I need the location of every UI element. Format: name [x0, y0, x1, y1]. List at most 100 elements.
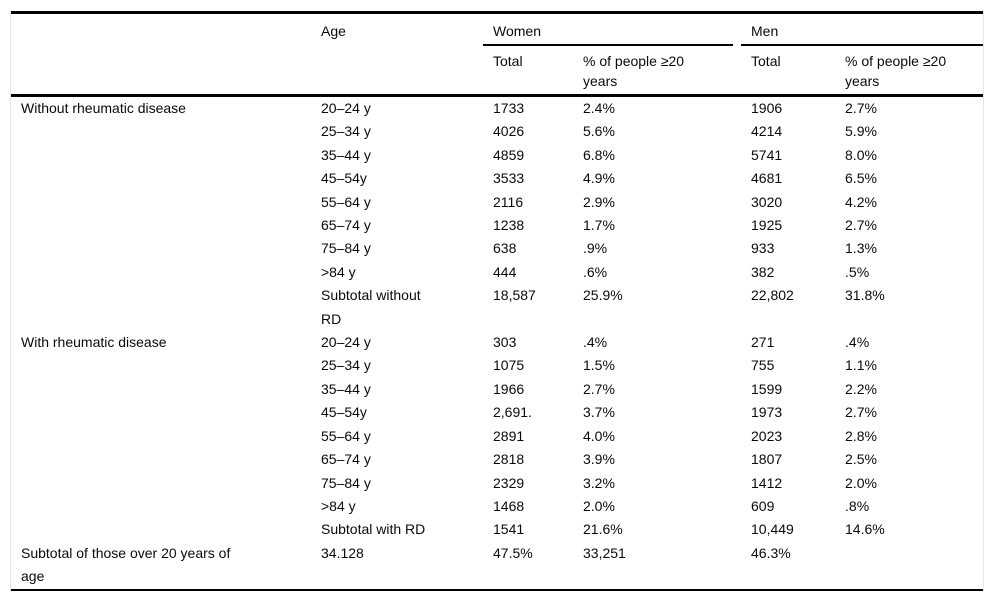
- age-cell: 20–24 y: [311, 96, 483, 121]
- age-cell: 25–34 y: [311, 120, 483, 143]
- cell-text: 755: [751, 357, 775, 374]
- age-cell: 55–64 y: [311, 191, 483, 214]
- age-cell: Subtotal with RD: [311, 518, 483, 541]
- cell-text: 382: [751, 263, 775, 280]
- cell-text: 1973: [751, 404, 783, 421]
- cell-text: 22,802: [751, 287, 794, 304]
- row-label-cell: [11, 448, 311, 471]
- cell-text: 31.8%: [845, 287, 885, 304]
- cell-text: 20–24 y: [321, 100, 371, 116]
- age-cell: 20–24 y: [311, 331, 483, 354]
- cell-text: 1.7%: [583, 217, 615, 234]
- women-total-cell: 2818: [483, 448, 573, 471]
- row-label-cell: [11, 518, 311, 541]
- cell-text: 14.6%: [845, 521, 885, 538]
- table-frame: Age Women Men Total % of people ≥20 year…: [10, 11, 985, 591]
- men-pct-cell: .5%: [835, 261, 983, 284]
- cell-text: .4%: [583, 334, 608, 351]
- men-pct-cell: 2.7%: [835, 96, 983, 121]
- age-cell: 35–44 y: [311, 378, 483, 401]
- cell-text: 303: [493, 334, 517, 351]
- cell-text: 2.7%: [845, 100, 877, 116]
- table-row: 35–44 y 4859 6.8% 5741 8.0%: [11, 144, 983, 167]
- men-total-cell: 4681: [741, 167, 835, 190]
- row-label-cell: [11, 378, 311, 401]
- cell-text: 4681: [751, 170, 783, 187]
- table-row: 75–84 y 638 .9% 933 1.3%: [11, 237, 983, 260]
- empty-header-cell: [311, 45, 483, 97]
- men-pct-cell: 2.8%: [835, 425, 983, 448]
- women-total-cell: 47.5%: [483, 542, 573, 590]
- women-pct-cell: 4.0%: [573, 425, 741, 448]
- cell-text: 1468: [493, 497, 525, 514]
- cell-text: 1906: [751, 100, 783, 116]
- cell-text: 1.5%: [583, 357, 615, 374]
- row-label-cell: [11, 237, 311, 260]
- age-cell: 65–74 y: [311, 448, 483, 471]
- table-row: 65–74 y 1238 1.7% 1925 2.7%: [11, 214, 983, 237]
- men-total-cell: 46.3%: [741, 542, 835, 590]
- cell-text: 1.3%: [845, 240, 877, 257]
- cell-text: 2891: [493, 427, 525, 444]
- women-total-cell: 2329: [483, 472, 573, 495]
- cell-text: 46.3%: [751, 544, 791, 561]
- table-row: 25–34 y 4026 5.6% 4214 5.9%: [11, 120, 983, 143]
- cell-text: .5%: [845, 263, 870, 280]
- men-pct-cell: .4%: [835, 331, 983, 354]
- men-total-cell: 609: [741, 495, 835, 518]
- cell-text: 3020: [751, 193, 783, 210]
- cell-text: 4859: [493, 146, 525, 163]
- age-cell: 34.128: [311, 542, 483, 590]
- cell-text: 35–44 y: [321, 146, 371, 163]
- cell-text: With rheumatic disease: [21, 334, 167, 351]
- cell-text: 2.5%: [845, 451, 877, 468]
- table-header: Age Women Men Total % of people ≥20 year…: [11, 13, 984, 97]
- women-pct-cell: 3.7%: [573, 401, 741, 424]
- pct-header-text: % of people ≥20 years: [845, 52, 947, 89]
- pct-header-text: % of people ≥20 years: [583, 52, 685, 89]
- cell-text: 33,251: [583, 544, 626, 561]
- women-total-cell: 2116: [483, 191, 573, 214]
- men-total-cell: 1599: [741, 378, 835, 401]
- cell-text: 55–64 y: [321, 427, 371, 444]
- row-label-cell: With rheumatic disease: [11, 331, 311, 354]
- men-total-header: Total: [741, 45, 836, 97]
- women-total-cell: 303: [483, 331, 573, 354]
- men-pct-cell: 2.7%: [835, 214, 983, 237]
- cell-text: 34.128: [321, 544, 364, 561]
- women-pct-cell: 25.9%: [573, 284, 741, 331]
- row-label-cell: [11, 214, 311, 237]
- cell-text: .9%: [583, 240, 608, 257]
- row-label-cell: [11, 425, 311, 448]
- cell-text: 2,691.: [493, 404, 532, 421]
- women-pct-cell: .4%: [573, 331, 741, 354]
- women-total-cell: 638: [483, 237, 573, 260]
- men-pct-cell: 2.5%: [835, 448, 983, 471]
- age-cell: 65–74 y: [311, 214, 483, 237]
- group-header-row: Age Women Men: [11, 13, 984, 46]
- table-body: Without rheumatic disease 20–24 y 1733 2.4%…: [11, 96, 983, 590]
- women-total-cell: 1966: [483, 378, 573, 401]
- men-pct-cell: 5.9%: [835, 120, 983, 143]
- women-total-cell: 1468: [483, 495, 573, 518]
- cell-text: 5741: [751, 146, 783, 163]
- women-pct-cell: 3.2%: [573, 472, 741, 495]
- table-row: Subtotal with RD 1541 21.6% 10,449 14.6%: [11, 518, 983, 541]
- table-row: 25–34 y 1075 1.5% 755 1.1%: [11, 354, 983, 377]
- cell-text: 2.0%: [583, 497, 615, 514]
- women-pct-cell: 4.9%: [573, 167, 741, 190]
- men-pct-cell: 1.3%: [835, 237, 983, 260]
- cell-text: 65–74 y: [321, 451, 371, 468]
- women-total-cell: 2891: [483, 425, 573, 448]
- cell-text: 1075: [493, 357, 525, 374]
- men-pct-cell: .8%: [835, 495, 983, 518]
- men-pct-cell: 31.8%: [835, 284, 983, 331]
- row-label-cell: [11, 284, 311, 331]
- table-row: 55–64 y 2116 2.9% 3020 4.2%: [11, 191, 983, 214]
- men-total-cell: 1807: [741, 448, 835, 471]
- row-label-cell: [11, 354, 311, 377]
- men-pct-cell: 2.2%: [835, 378, 983, 401]
- women-total-cell: 1541: [483, 518, 573, 541]
- cell-text: 638: [493, 240, 517, 257]
- women-total-cell: 4859: [483, 144, 573, 167]
